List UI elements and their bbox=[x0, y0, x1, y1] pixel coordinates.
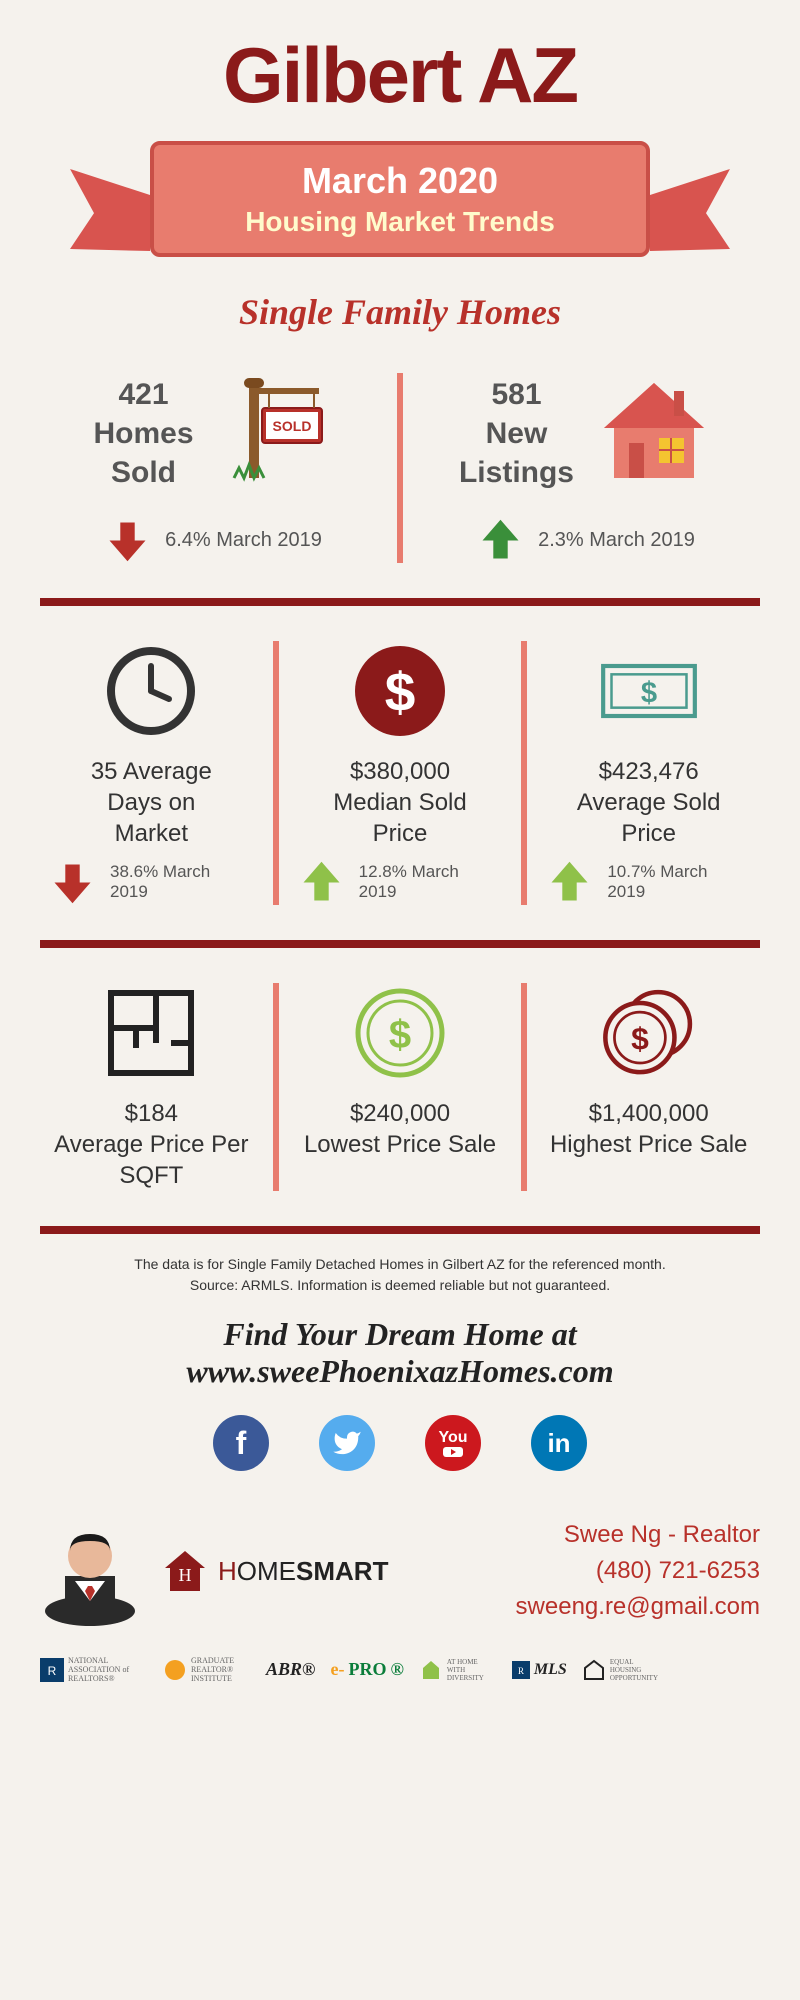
svg-text:$: $ bbox=[641, 678, 657, 710]
youtube-icon[interactable]: You bbox=[425, 1415, 481, 1471]
lowest-label: Lowest Price Sale bbox=[304, 1129, 496, 1160]
ribbon-banner: March 2020 Housing Market Trends bbox=[100, 131, 700, 271]
days-on-market-cell: 35 Average Days on Market 38.6% March 20… bbox=[40, 641, 263, 905]
arrow-up-icon bbox=[299, 860, 344, 905]
social-icons: f You in bbox=[40, 1415, 760, 1471]
lowest-price-cell: $ $240,000 Lowest Price Sale bbox=[289, 983, 512, 1192]
facebook-icon[interactable]: f bbox=[213, 1415, 269, 1471]
new-listings-value: 581 bbox=[459, 375, 574, 414]
median-value: $380,000 bbox=[333, 756, 466, 787]
median-label2: Price bbox=[333, 818, 466, 849]
highest-label: Highest Price Sale bbox=[550, 1129, 747, 1160]
floorplan-icon bbox=[101, 983, 201, 1083]
median-price-cell: $ $380,000 Median Sold Price 12.8% March… bbox=[289, 641, 512, 905]
dollar-circle-icon: $ bbox=[350, 641, 450, 741]
median-change: 12.8% March 2019 bbox=[359, 862, 502, 902]
dollar-bill-icon: $ bbox=[599, 641, 699, 741]
avg-value: $423,476 bbox=[577, 756, 721, 787]
certification-badges: RNATIONAL ASSOCIATION of REALTORS® GRADU… bbox=[40, 1646, 760, 1713]
ribbon-date: March 2020 bbox=[174, 160, 626, 202]
coin-icon: $ bbox=[350, 983, 450, 1083]
coins-icon: $ bbox=[599, 983, 699, 1083]
dom-label1: Days on bbox=[91, 787, 212, 818]
homes-sold-value: 421 bbox=[93, 375, 193, 414]
dom-label2: Market bbox=[91, 818, 212, 849]
price-sqft-cell: $184 Average Price Per SQFT bbox=[40, 983, 263, 1192]
dom-change: 38.6% March 2019 bbox=[110, 862, 253, 902]
avatar-icon bbox=[40, 1516, 140, 1626]
median-label1: Median Sold bbox=[333, 787, 466, 818]
homes-sold-label1: Homes bbox=[93, 414, 193, 453]
svg-text:$: $ bbox=[631, 1020, 649, 1056]
brand-logo: H HOMESMART bbox=[160, 1546, 388, 1596]
homes-sold-change: 6.4% March 2019 bbox=[165, 529, 322, 552]
lowest-value: $240,000 bbox=[304, 1098, 496, 1129]
sqft-label: Average Price Per SQFT bbox=[50, 1129, 253, 1191]
homes-sold-label2: Sold bbox=[93, 453, 193, 492]
realtor-email: sweeng.re@gmail.com bbox=[516, 1589, 760, 1625]
avg-label2: Price bbox=[577, 818, 721, 849]
disclaimer: The data is for Single Family Detached H… bbox=[40, 1254, 760, 1296]
avg-price-cell: $ $423,476 Average Sold Price 10.7% Marc… bbox=[537, 641, 760, 905]
cta-text: Find Your Dream Home at www.sweePhoenixa… bbox=[40, 1316, 760, 1390]
new-listings-label2: Listings bbox=[459, 453, 574, 492]
dom-value: 35 Average bbox=[91, 756, 212, 787]
highest-price-cell: $ $1,400,000 Highest Price Sale bbox=[537, 983, 760, 1192]
stats-row-2: 35 Average Days on Market 38.6% March 20… bbox=[40, 621, 760, 925]
realtor-name: Swee Ng - Realtor bbox=[516, 1517, 760, 1553]
house-icon bbox=[594, 373, 714, 493]
svg-text:SOLD: SOLD bbox=[272, 418, 311, 434]
new-listings-label1: New bbox=[459, 414, 574, 453]
arrow-down-icon bbox=[105, 518, 150, 563]
linkedin-icon[interactable]: in bbox=[531, 1415, 587, 1471]
highest-value: $1,400,000 bbox=[550, 1098, 747, 1129]
svg-text:R: R bbox=[518, 1666, 524, 1676]
homes-sold-cell: 421 Homes Sold SOLD bbox=[40, 373, 387, 563]
stats-row-3: $184 Average Price Per SQFT $ $240,000 L… bbox=[40, 963, 760, 1212]
new-listings-change: 2.3% March 2019 bbox=[538, 529, 695, 552]
sqft-value: $184 bbox=[50, 1098, 253, 1129]
arrow-down-icon bbox=[50, 860, 95, 905]
twitter-icon[interactable] bbox=[319, 1415, 375, 1471]
stats-row-1: 421 Homes Sold SOLD bbox=[40, 353, 760, 583]
arrow-up-icon bbox=[478, 518, 523, 563]
svg-text:$: $ bbox=[389, 1013, 411, 1057]
avg-label1: Average Sold bbox=[577, 787, 721, 818]
clock-icon bbox=[101, 641, 201, 741]
arrow-up-icon bbox=[547, 860, 592, 905]
svg-text:R: R bbox=[48, 1664, 57, 1678]
ribbon-subtitle: Housing Market Trends bbox=[174, 206, 626, 238]
subtitle: Single Family Homes bbox=[40, 291, 760, 333]
avg-change: 10.7% March 2019 bbox=[607, 862, 750, 902]
svg-text:H: H bbox=[179, 1565, 192, 1585]
svg-text:$: $ bbox=[385, 661, 416, 723]
footer-contact: H HOMESMART Swee Ng - Realtor (480) 721-… bbox=[40, 1496, 760, 1646]
new-listings-cell: 581 New Listings 2.3% Mar bbox=[413, 373, 760, 563]
sold-sign-icon: SOLD bbox=[214, 373, 334, 493]
page-title: Gilbert AZ bbox=[40, 30, 760, 121]
realtor-phone: (480) 721-6253 bbox=[516, 1553, 760, 1589]
